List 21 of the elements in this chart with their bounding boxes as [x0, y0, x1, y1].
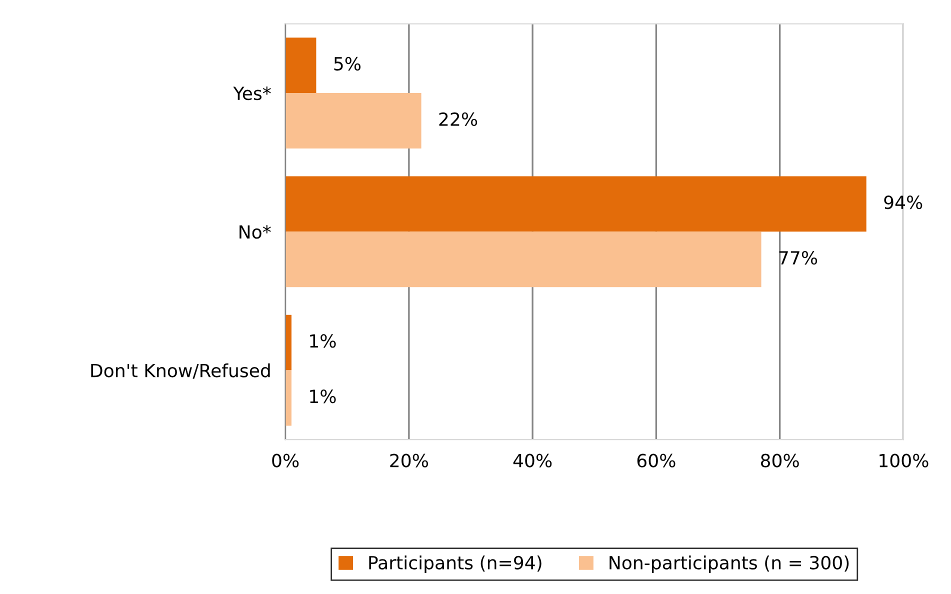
x-tick-label: 40% [513, 454, 552, 468]
data-label: 1% [310, 390, 336, 404]
bar [285, 93, 422, 148]
x-tick-label: 80% [760, 454, 799, 468]
y-tick-label: No* [240, 225, 271, 239]
x-tick-label: 60% [637, 454, 676, 468]
data-label: 1% [310, 334, 336, 348]
y-tick-label: Don't Know/Refused [91, 363, 270, 379]
bar [285, 232, 762, 288]
data-label: 94% [884, 196, 922, 210]
bar [285, 38, 316, 94]
x-tick-label: 0% [272, 454, 299, 468]
legend-label: Non-participants (n = 300) [610, 556, 849, 573]
y-tick-label: Yes* [233, 86, 271, 100]
data-label: 22% [439, 112, 478, 126]
bar [285, 176, 866, 232]
x-tick-label: 100% [880, 454, 928, 468]
data-label: 77% [779, 250, 818, 265]
legend-label: Participants (n=94) [369, 556, 542, 573]
data-label: 5% [334, 56, 361, 71]
x-tick-label: 20% [390, 454, 428, 468]
